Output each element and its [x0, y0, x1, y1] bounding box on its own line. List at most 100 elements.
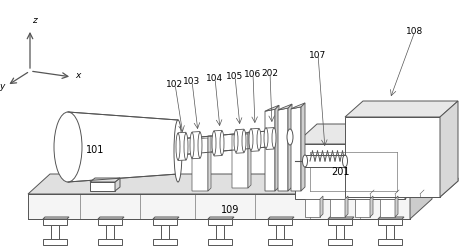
Polygon shape	[378, 217, 404, 219]
Polygon shape	[43, 217, 69, 219]
Ellipse shape	[343, 156, 347, 167]
Text: 105: 105	[226, 72, 244, 81]
Polygon shape	[208, 217, 234, 219]
Polygon shape	[43, 239, 67, 245]
Ellipse shape	[190, 133, 194, 158]
Ellipse shape	[174, 120, 182, 182]
Polygon shape	[305, 156, 345, 167]
Polygon shape	[330, 199, 345, 217]
Text: 107: 107	[309, 50, 326, 59]
Ellipse shape	[264, 128, 268, 148]
Polygon shape	[276, 225, 284, 239]
Text: x: x	[75, 71, 80, 80]
Text: 109: 109	[221, 204, 239, 214]
Polygon shape	[161, 225, 169, 239]
Polygon shape	[216, 225, 224, 239]
Polygon shape	[345, 178, 458, 194]
Text: 201: 201	[331, 166, 349, 176]
Polygon shape	[208, 239, 232, 245]
Ellipse shape	[249, 129, 253, 150]
Polygon shape	[440, 102, 458, 197]
Polygon shape	[236, 130, 244, 154]
Text: 104: 104	[206, 74, 224, 83]
Polygon shape	[305, 199, 320, 217]
Ellipse shape	[272, 128, 276, 148]
Polygon shape	[266, 128, 274, 150]
Polygon shape	[68, 112, 178, 182]
Polygon shape	[355, 199, 370, 217]
Polygon shape	[380, 199, 395, 217]
Polygon shape	[386, 225, 394, 239]
Polygon shape	[265, 106, 279, 112]
Ellipse shape	[198, 133, 202, 158]
Text: 103: 103	[183, 77, 200, 86]
Polygon shape	[268, 219, 292, 225]
Polygon shape	[98, 217, 124, 219]
Polygon shape	[378, 219, 402, 225]
Polygon shape	[345, 194, 440, 197]
Ellipse shape	[176, 134, 180, 160]
Polygon shape	[265, 110, 275, 191]
Polygon shape	[320, 196, 323, 217]
Polygon shape	[98, 239, 122, 245]
Ellipse shape	[242, 130, 246, 152]
Ellipse shape	[220, 132, 224, 156]
Polygon shape	[295, 144, 405, 199]
Polygon shape	[301, 104, 305, 191]
Text: 202: 202	[261, 69, 279, 78]
Polygon shape	[336, 225, 344, 239]
Ellipse shape	[287, 130, 293, 146]
Polygon shape	[208, 136, 211, 191]
Text: 106: 106	[245, 70, 262, 79]
Polygon shape	[370, 196, 373, 217]
Ellipse shape	[234, 130, 238, 152]
Polygon shape	[405, 124, 427, 199]
Polygon shape	[153, 239, 177, 245]
Polygon shape	[410, 174, 432, 219]
Polygon shape	[192, 132, 200, 159]
Polygon shape	[248, 132, 251, 188]
Ellipse shape	[54, 112, 82, 182]
Polygon shape	[275, 106, 279, 191]
Polygon shape	[440, 178, 458, 197]
Polygon shape	[268, 217, 294, 219]
Polygon shape	[28, 194, 410, 219]
Polygon shape	[345, 196, 348, 217]
Polygon shape	[278, 105, 292, 111]
Polygon shape	[378, 239, 402, 245]
Polygon shape	[328, 217, 354, 219]
Polygon shape	[153, 219, 177, 225]
Ellipse shape	[212, 132, 216, 156]
Polygon shape	[90, 178, 120, 182]
Ellipse shape	[257, 129, 261, 150]
Polygon shape	[98, 219, 122, 225]
Polygon shape	[345, 118, 440, 197]
Text: 101: 101	[86, 144, 104, 154]
Polygon shape	[328, 239, 352, 245]
Text: 108: 108	[406, 28, 424, 36]
Polygon shape	[278, 109, 288, 191]
Polygon shape	[232, 134, 248, 188]
Polygon shape	[43, 219, 67, 225]
Polygon shape	[288, 105, 292, 191]
Polygon shape	[90, 182, 115, 191]
Polygon shape	[178, 130, 290, 156]
Polygon shape	[153, 217, 179, 219]
Polygon shape	[295, 124, 427, 144]
Polygon shape	[192, 138, 208, 191]
Text: 102: 102	[166, 80, 184, 89]
Ellipse shape	[303, 156, 307, 167]
Polygon shape	[328, 219, 352, 225]
Polygon shape	[51, 225, 59, 239]
Text: z: z	[32, 16, 37, 25]
Text: y: y	[0, 81, 4, 90]
Polygon shape	[291, 108, 301, 191]
Polygon shape	[214, 131, 222, 156]
Polygon shape	[115, 178, 120, 191]
Polygon shape	[268, 239, 292, 245]
Ellipse shape	[184, 134, 188, 160]
Polygon shape	[251, 129, 259, 152]
Polygon shape	[106, 225, 114, 239]
Polygon shape	[28, 174, 432, 194]
Polygon shape	[178, 133, 186, 161]
